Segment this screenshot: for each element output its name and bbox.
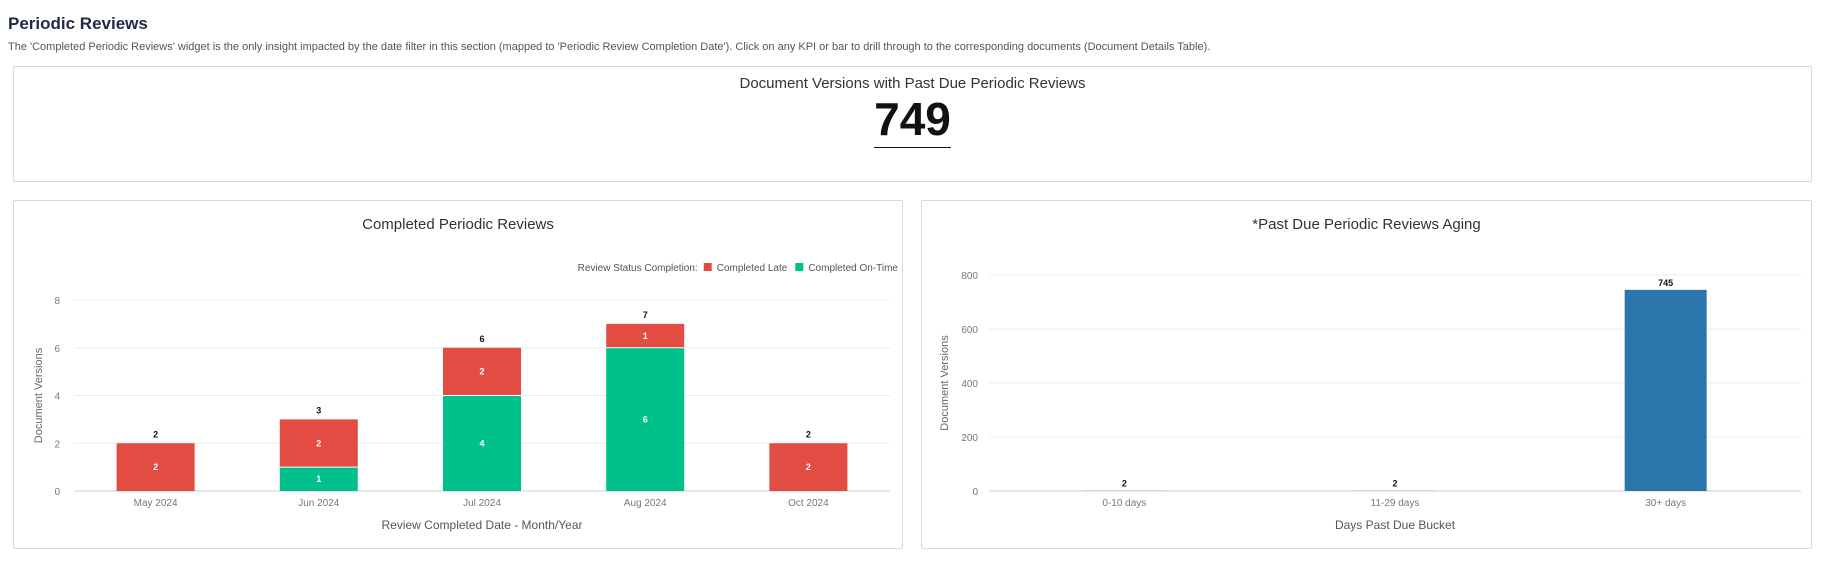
x-tick-label: Oct 2024 xyxy=(788,498,829,509)
bar-value-label: 2 xyxy=(1392,478,1397,488)
x-axis-label: Review Completed Date - Month/Year xyxy=(382,518,583,532)
legend-label-completed-late: Completed Late xyxy=(717,263,788,274)
y-tick-label: 400 xyxy=(961,379,978,390)
kpi-title: Document Versions with Past Due Periodic… xyxy=(739,75,1086,92)
section-description: The 'Completed Periodic Reviews' widget … xyxy=(8,41,1211,53)
chart-title: *Past Due Periodic Reviews Aging xyxy=(1252,216,1481,233)
chart-title: Completed Periodic Reviews xyxy=(362,216,554,233)
legend-title: Review Status Completion: xyxy=(578,263,698,274)
bar-total-label: 3 xyxy=(316,405,321,415)
bar-total-label: 7 xyxy=(643,310,648,320)
y-tick-label: 200 xyxy=(961,433,978,444)
y-tick-label: 800 xyxy=(961,271,978,282)
x-tick-label: May 2024 xyxy=(134,498,178,509)
bar-total-label: 2 xyxy=(153,429,158,439)
bar-completed-late[interactable] xyxy=(443,347,521,396)
x-tick-label: 30+ days xyxy=(1645,498,1686,509)
bar-completed-late[interactable] xyxy=(606,323,685,348)
bar-value-label: 1 xyxy=(316,474,321,484)
y-tick-label: 8 xyxy=(54,296,60,307)
y-tick-label: 2 xyxy=(54,439,60,450)
kpi-card-past-due[interactable]: Document Versions with Past Due Periodic… xyxy=(13,66,1812,182)
bar-value-label: 745 xyxy=(1658,278,1673,288)
y-axis-label: Document Versions xyxy=(939,335,951,431)
x-tick-label: 0-10 days xyxy=(1102,498,1146,509)
aging-card: *Past Due Periodic Reviews Aging 0 200 400… xyxy=(921,200,1812,549)
completed-reviews-card: Completed Periodic Reviews 0 2 4 6 8 2 2 May 20… xyxy=(13,200,903,549)
y-tick-label: 0 xyxy=(972,487,978,498)
x-tick-label: 11-29 days xyxy=(1371,498,1420,509)
bar-value-label: 2 xyxy=(153,462,158,472)
bar-value-label: 1 xyxy=(643,331,648,341)
y-axis-label: Document Versions xyxy=(33,347,45,443)
legend-label-completed-on-time: Completed On-Time xyxy=(808,263,898,274)
aging-chart: 0 200 400 600 800 2 0-10 days 2 11-29 days 745 30+… xyxy=(939,271,1801,532)
bar-completed-on-time[interactable] xyxy=(443,395,521,492)
bar-completed-late[interactable] xyxy=(116,443,195,491)
bar-completed-late[interactable] xyxy=(279,419,358,468)
bar-value-label: 6 xyxy=(643,414,648,424)
y-tick-label: 600 xyxy=(961,325,978,336)
bar-completed-late[interactable] xyxy=(769,443,848,491)
bar-total-label: 2 xyxy=(806,429,811,439)
x-axis-label: Days Past Due Bucket xyxy=(1335,518,1456,532)
bar-value-label: 2 xyxy=(479,367,484,377)
legend-swatch-completed-late[interactable] xyxy=(703,263,712,271)
x-tick-label: Aug 2024 xyxy=(624,498,667,509)
x-tick-label: Jun 2024 xyxy=(298,498,340,509)
bar-value-label: 2 xyxy=(1122,478,1127,488)
bar-completed-on-time[interactable] xyxy=(606,347,685,491)
y-tick-label: 4 xyxy=(54,392,60,403)
y-tick-label: 6 xyxy=(54,344,60,355)
bar-value-label: 2 xyxy=(806,462,811,472)
y-tick-label: 0 xyxy=(54,487,60,498)
kpi-value[interactable]: 749 xyxy=(874,93,951,148)
bar-value-label: 2 xyxy=(316,438,321,448)
x-tick-label: Jul 2024 xyxy=(463,498,501,509)
legend-swatch-completed-on-time[interactable] xyxy=(795,263,804,271)
bar-aging[interactable] xyxy=(1624,289,1707,491)
completed-reviews-chart: 0 2 4 6 8 2 2 May 2024 1 2 3 Jun 2024 4 2 6 Jul 2024 6 1 7… xyxy=(33,263,898,532)
bar-aging[interactable] xyxy=(1083,490,1166,491)
bar-total-label: 6 xyxy=(479,334,484,344)
bar-value-label: 4 xyxy=(479,438,484,448)
bar-completed-on-time[interactable] xyxy=(279,467,358,491)
bar-aging[interactable] xyxy=(1354,490,1436,491)
section-title: Periodic Reviews xyxy=(8,14,148,33)
